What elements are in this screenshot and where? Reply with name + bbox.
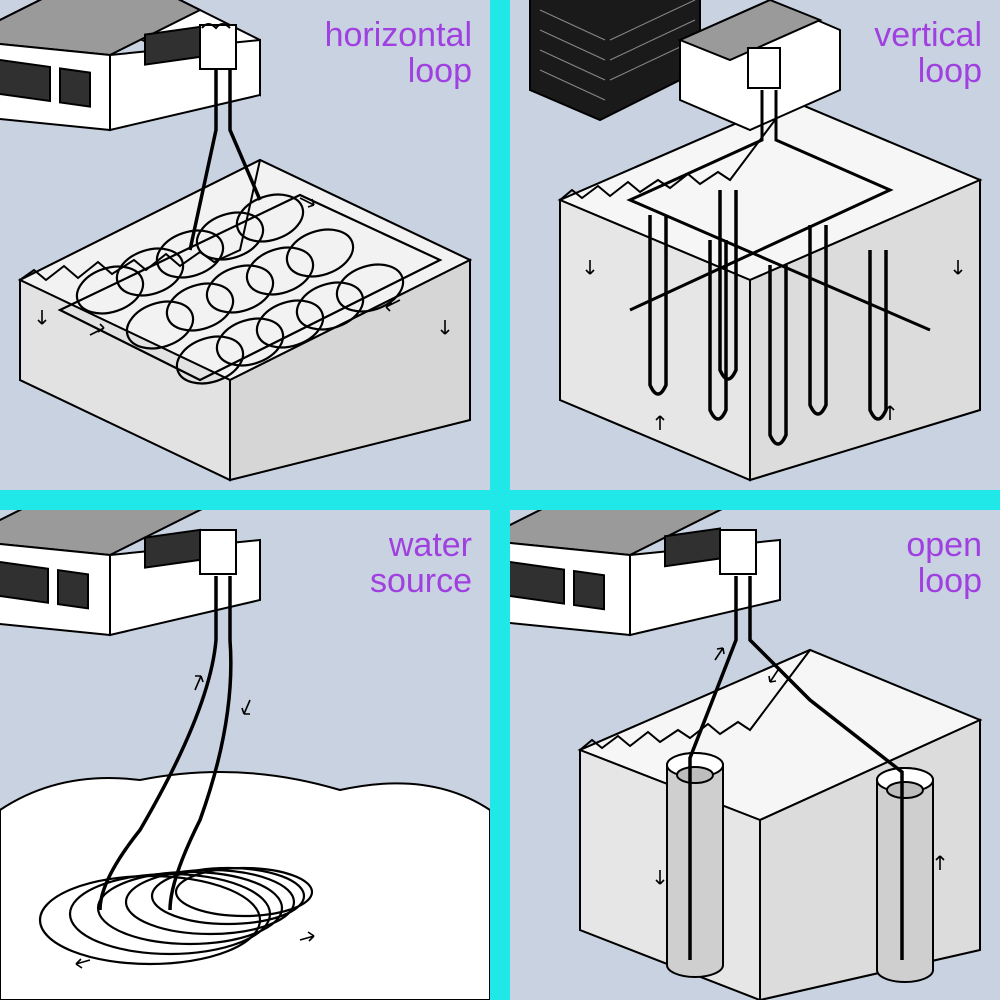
label-line: loop xyxy=(408,52,472,90)
label-line: loop xyxy=(918,52,982,90)
house-icon xyxy=(0,0,260,130)
panel-water-source: water source xyxy=(0,510,490,1000)
diagram-grid: horizontal loop xyxy=(0,0,1000,1000)
label-line: vertical xyxy=(874,16,982,54)
label-line: loop xyxy=(918,562,982,600)
panel-horizontal-loop: horizontal loop xyxy=(0,0,490,490)
panel-open-loop: open loop xyxy=(510,510,1000,1000)
label-line: water xyxy=(389,526,472,564)
label-line: horizontal xyxy=(325,16,472,54)
label-horizontal: horizontal loop xyxy=(325,18,472,89)
label-open: open loop xyxy=(906,528,982,599)
label-vertical: vertical loop xyxy=(874,18,982,89)
label-line: open xyxy=(906,526,982,564)
label-line: source xyxy=(370,562,472,600)
panel-vertical-loop: vertical loop xyxy=(510,0,1000,490)
label-water: water source xyxy=(370,528,472,599)
